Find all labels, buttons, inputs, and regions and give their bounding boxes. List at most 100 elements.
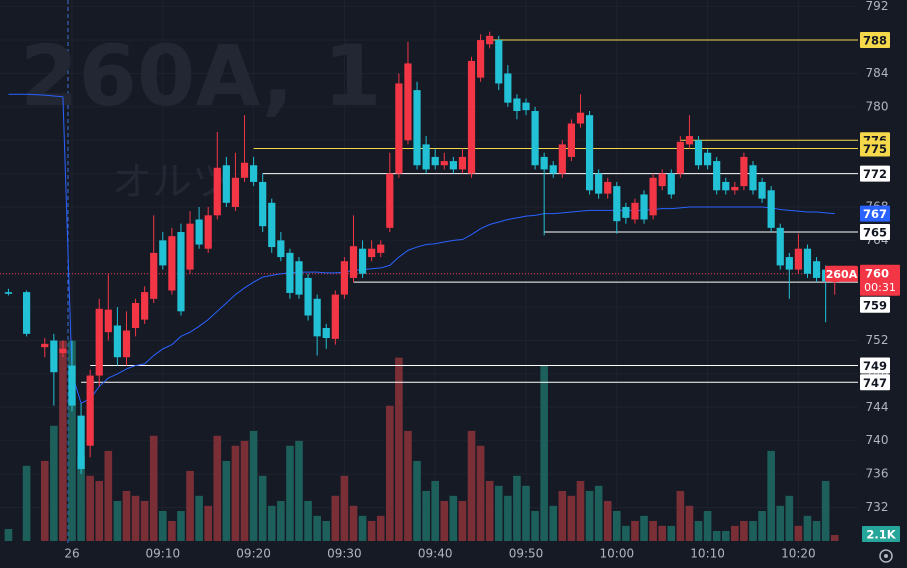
candle-body: [440, 161, 448, 166]
volume-bar: [758, 510, 766, 541]
candle-body: [531, 111, 539, 166]
candle-body: [622, 206, 630, 218]
candle-body: [812, 261, 821, 278]
volume-bar: [149, 435, 158, 541]
candle-body: [458, 156, 467, 170]
candle-body: [331, 294, 339, 339]
volume-bar: [267, 505, 276, 541]
candle-body: [540, 156, 548, 170]
volume-bar: [340, 475, 349, 541]
volume-bar: [485, 480, 494, 541]
candle-body: [613, 186, 621, 222]
candle-body: [113, 325, 121, 358]
ma-line: [44, 94, 835, 404]
countdown-label: 00:31: [864, 281, 896, 294]
volume-bar: [68, 340, 76, 541]
volume-bar: [749, 520, 757, 541]
candle-body: [150, 252, 158, 299]
level-label: 747: [863, 376, 887, 390]
settings-gear[interactable]: [879, 549, 893, 563]
price-label: 760: [865, 266, 889, 280]
candle-body: [195, 219, 203, 245]
volume-bar: [131, 495, 140, 541]
candle-body: [23, 292, 31, 334]
volume-bar: [231, 445, 240, 541]
ma-badge: [860, 205, 890, 222]
volume-bar: [50, 425, 58, 541]
volume-bar: [494, 485, 503, 541]
x-tick-label: 09:40: [418, 547, 453, 561]
volume-bar: [522, 485, 530, 541]
candle-body: [122, 330, 131, 358]
candle-body: [595, 173, 603, 194]
y-tick-label: 740: [866, 433, 889, 447]
candle-body: [467, 60, 476, 174]
volume-bar: [168, 520, 176, 541]
candle-body: [231, 177, 240, 207]
y-tick-label: 744: [866, 400, 889, 414]
volume-bar: [821, 480, 830, 541]
volume-bar: [631, 520, 639, 541]
level-label: 775: [863, 142, 887, 156]
volume-bar: [186, 470, 194, 541]
candle-body: [422, 144, 430, 170]
candle-body: [250, 165, 258, 182]
y-tick-label: 732: [866, 500, 889, 514]
candle-body: [222, 165, 230, 203]
y-tick-label: 736: [866, 467, 889, 481]
candle-body: [368, 248, 376, 258]
volume-bar: [622, 525, 630, 541]
volume-bar: [313, 515, 321, 541]
candle-body: [549, 165, 557, 174]
x-tick-label: 09:20: [236, 547, 271, 561]
x-tick-label: 10:10: [690, 547, 725, 561]
candle-body: [268, 202, 276, 248]
level-badge: [860, 357, 890, 374]
volume-bar: [721, 530, 730, 541]
volume-bar: [513, 475, 521, 541]
ma-label: 767: [863, 207, 887, 221]
volume-bar: [322, 520, 331, 541]
candle-body: [740, 156, 748, 187]
level-badge: [860, 32, 890, 49]
candle-body: [758, 181, 766, 199]
volume-bar: [4, 528, 13, 541]
level-label: 788: [863, 34, 887, 48]
candle-body: [431, 156, 439, 166]
candle-body: [513, 98, 521, 112]
candle-body: [240, 162, 249, 178]
volume-bar: [422, 490, 430, 541]
volume-bar: [240, 440, 249, 541]
candle-body: [68, 365, 76, 406]
level-label: 759: [863, 298, 887, 312]
x-tick-label: 09:10: [146, 547, 181, 561]
level-badge: [860, 296, 890, 313]
settings-icon[interactable]: [879, 549, 893, 563]
volume-bar: [86, 475, 94, 541]
candle-body: [313, 298, 321, 337]
volume-label: 2.1K: [866, 527, 896, 541]
candle-body: [386, 173, 394, 228]
candle-body: [304, 277, 312, 316]
moving-average: [8, 93, 835, 404]
volume-bar: [258, 475, 267, 541]
volume-bar: [404, 430, 412, 541]
candle-body: [722, 181, 730, 191]
volume-bar: [658, 525, 666, 541]
volume-bar: [712, 530, 721, 541]
volume-bar: [776, 505, 785, 541]
candle-body: [767, 190, 775, 228]
candle-body: [676, 141, 684, 174]
settings-gear-center[interactable]: [884, 554, 888, 558]
volume-bar: [431, 480, 439, 541]
candle-body: [604, 181, 612, 194]
volume-bar: [640, 515, 648, 541]
y-tick-label: 792: [866, 0, 889, 13]
volume-bar: [286, 445, 294, 541]
candle-body: [340, 261, 348, 295]
candle-body: [168, 236, 176, 291]
candle-body: [504, 73, 512, 103]
level-label: 772: [863, 167, 887, 181]
candle-body: [413, 90, 421, 166]
